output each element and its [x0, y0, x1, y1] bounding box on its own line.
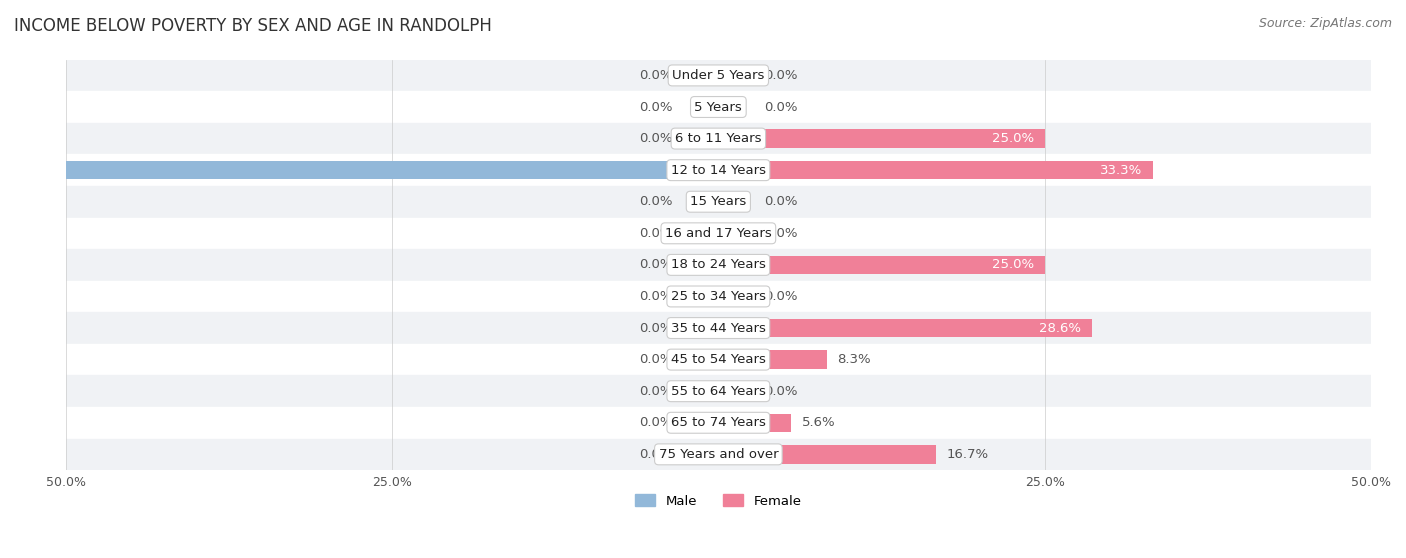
Bar [718, 161, 1153, 179]
Text: 25.0%: 25.0% [993, 132, 1035, 145]
Text: 55 to 64 Years: 55 to 64 Years [671, 384, 766, 398]
Bar [66, 344, 1371, 376]
Bar [692, 382, 718, 400]
Bar [692, 193, 718, 211]
Bar [692, 350, 718, 369]
Text: 5.6%: 5.6% [801, 416, 835, 429]
Text: 18 to 24 Years: 18 to 24 Years [671, 258, 766, 271]
Bar [66, 161, 718, 179]
Text: 0.0%: 0.0% [640, 195, 672, 208]
Bar [66, 60, 1371, 91]
Bar [718, 445, 936, 464]
Text: 75 Years and over: 75 Years and over [658, 448, 778, 461]
Bar [718, 350, 827, 369]
Text: 0.0%: 0.0% [763, 69, 797, 82]
Text: 45 to 54 Years: 45 to 54 Years [671, 353, 766, 366]
Text: 0.0%: 0.0% [640, 100, 672, 113]
Bar [66, 407, 1371, 439]
Bar [692, 66, 718, 85]
Text: 50.0%: 50.0% [13, 163, 55, 177]
Bar [692, 287, 718, 306]
Bar [692, 224, 718, 243]
Text: 28.6%: 28.6% [1039, 321, 1081, 335]
Text: 15 Years: 15 Years [690, 195, 747, 208]
Bar [718, 287, 744, 306]
Bar [692, 413, 718, 432]
Text: Source: ZipAtlas.com: Source: ZipAtlas.com [1258, 17, 1392, 30]
Text: 0.0%: 0.0% [640, 448, 672, 461]
Bar [692, 98, 718, 116]
Text: 0.0%: 0.0% [640, 69, 672, 82]
Bar [692, 256, 718, 274]
Bar [66, 186, 1371, 218]
Text: 25.0%: 25.0% [993, 258, 1035, 271]
Text: 0.0%: 0.0% [763, 100, 797, 113]
Text: 0.0%: 0.0% [763, 290, 797, 303]
Bar [66, 249, 1371, 281]
Text: 5 Years: 5 Years [695, 100, 742, 113]
Text: 6 to 11 Years: 6 to 11 Years [675, 132, 762, 145]
Text: 0.0%: 0.0% [640, 132, 672, 145]
Bar [718, 413, 792, 432]
Bar [718, 256, 1045, 274]
Text: 35 to 44 Years: 35 to 44 Years [671, 321, 766, 335]
Text: 16 and 17 Years: 16 and 17 Years [665, 227, 772, 240]
Bar [66, 281, 1371, 312]
Bar [718, 224, 744, 243]
Bar [692, 319, 718, 337]
Text: 12 to 14 Years: 12 to 14 Years [671, 163, 766, 177]
Text: 0.0%: 0.0% [640, 321, 672, 335]
Text: 25 to 34 Years: 25 to 34 Years [671, 290, 766, 303]
Bar [66, 439, 1371, 470]
Text: 8.3%: 8.3% [837, 353, 870, 366]
Text: 0.0%: 0.0% [640, 353, 672, 366]
Text: 0.0%: 0.0% [640, 227, 672, 240]
Text: 0.0%: 0.0% [640, 290, 672, 303]
Text: 0.0%: 0.0% [763, 384, 797, 398]
Text: 0.0%: 0.0% [640, 416, 672, 429]
Text: Under 5 Years: Under 5 Years [672, 69, 765, 82]
Text: INCOME BELOW POVERTY BY SEX AND AGE IN RANDOLPH: INCOME BELOW POVERTY BY SEX AND AGE IN R… [14, 17, 492, 35]
Bar [718, 98, 744, 116]
Bar [718, 193, 744, 211]
Text: 0.0%: 0.0% [640, 384, 672, 398]
Bar [692, 129, 718, 148]
Text: 0.0%: 0.0% [763, 227, 797, 240]
Bar [66, 91, 1371, 123]
Text: 65 to 74 Years: 65 to 74 Years [671, 416, 766, 429]
Bar [718, 319, 1091, 337]
Bar [66, 155, 1371, 186]
Bar [718, 66, 744, 85]
Bar [692, 445, 718, 464]
Text: 16.7%: 16.7% [946, 448, 988, 461]
Text: 33.3%: 33.3% [1101, 163, 1143, 177]
Bar [66, 123, 1371, 155]
Text: 0.0%: 0.0% [763, 195, 797, 208]
Bar [718, 382, 744, 400]
Text: 0.0%: 0.0% [640, 258, 672, 271]
Bar [718, 129, 1045, 148]
Bar [66, 376, 1371, 407]
Bar [66, 312, 1371, 344]
Bar [66, 218, 1371, 249]
Legend: Male, Female: Male, Female [630, 489, 807, 513]
